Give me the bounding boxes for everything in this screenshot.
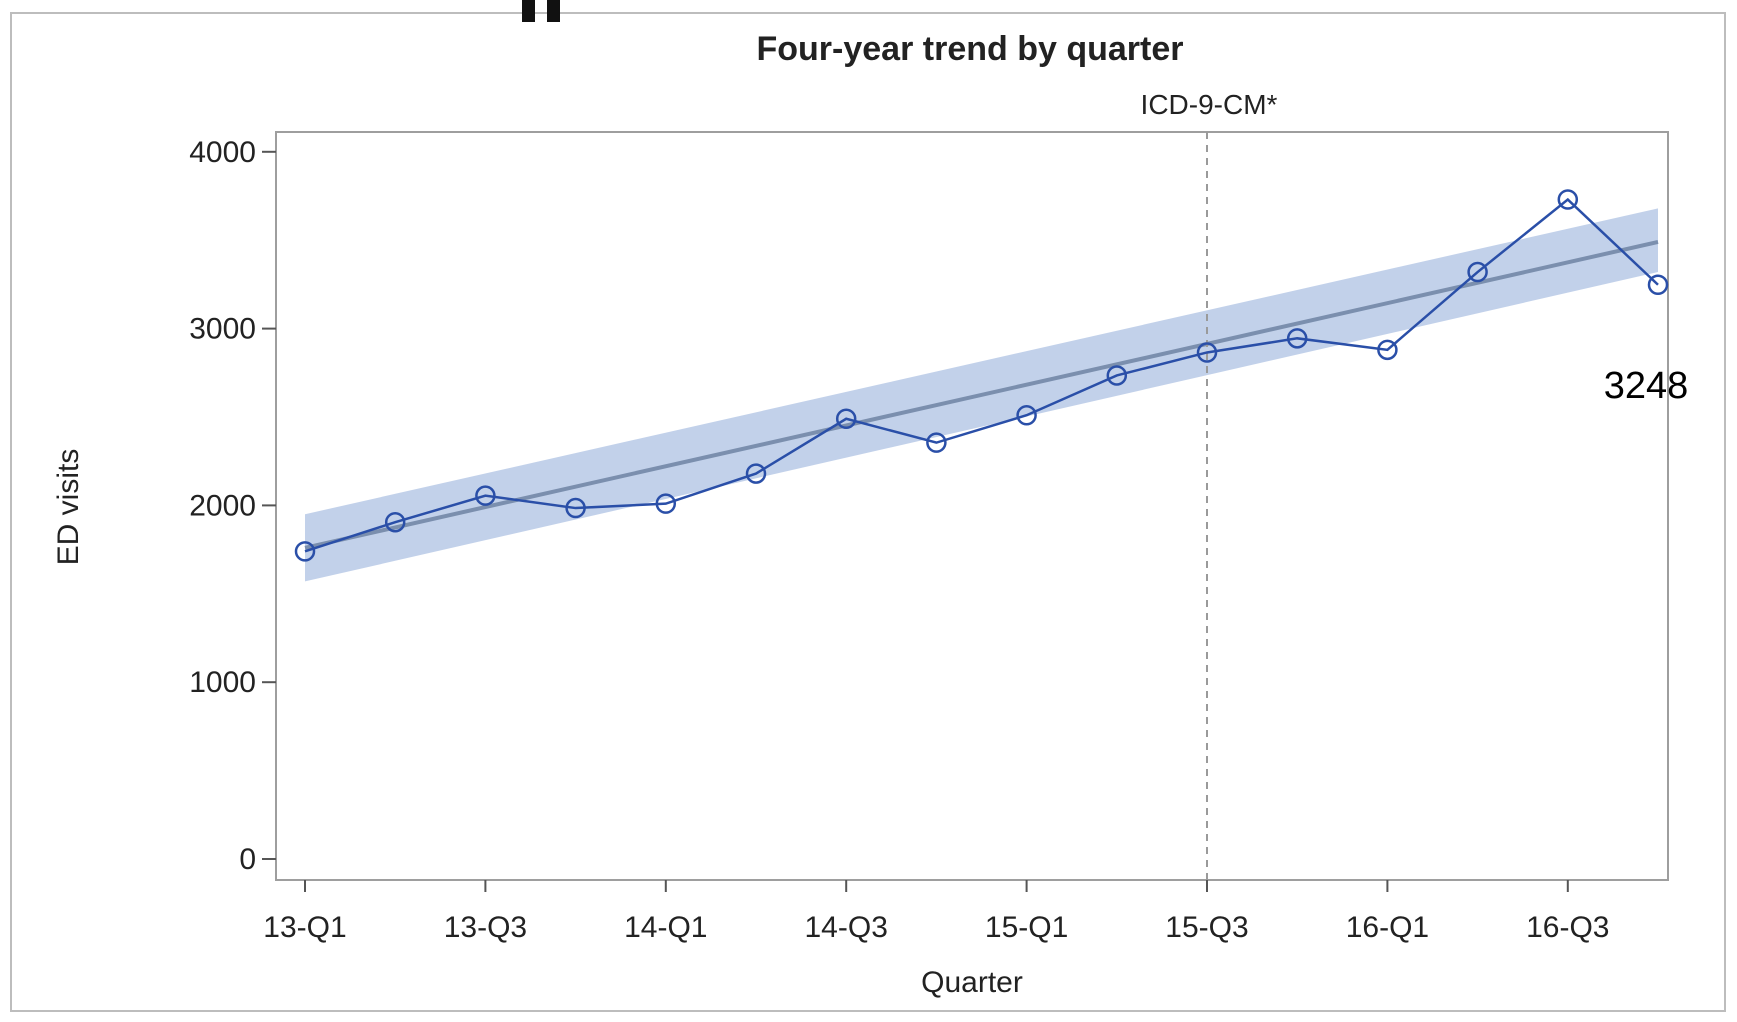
series-layer	[294, 189, 1669, 562]
x-axis-title: Quarter	[921, 966, 1023, 999]
data-label: 3248	[1604, 365, 1689, 407]
data-point-marker	[655, 493, 677, 514]
y-tick-label: 0	[239, 843, 256, 876]
data-point-marker	[294, 541, 316, 562]
data-point-marker	[1016, 404, 1037, 426]
data-point-marker	[1106, 365, 1128, 386]
data-point-marker	[1286, 328, 1308, 349]
x-tick-label: 15-Q1	[985, 911, 1068, 944]
trend-line	[304, 240, 1659, 550]
data-point-marker	[384, 511, 406, 533]
data-point-marker	[1647, 274, 1669, 296]
x-tick-label: 15-Q3	[1165, 911, 1248, 944]
data-point-marker	[1196, 342, 1218, 363]
plot-area	[275, 131, 1669, 881]
x-tick-label: 13-Q1	[263, 911, 346, 944]
y-axis-title: ED visits	[52, 449, 85, 566]
series-line	[304, 197, 1659, 553]
trend-layer	[304, 240, 1659, 550]
y-tick-label: 3000	[189, 313, 256, 346]
x-tick-label: 16-Q3	[1526, 911, 1609, 944]
reference-line-layer: ICD-9-CM*	[1141, 89, 1278, 880]
annotation-layer: 3248	[1604, 365, 1689, 407]
data-point-marker	[926, 432, 947, 453]
data-point-marker	[1467, 261, 1488, 283]
data-point-marker	[1557, 189, 1579, 210]
y-tick-label: 1000	[189, 666, 256, 699]
reference-line-label: ICD-9-CM*	[1141, 89, 1278, 120]
data-point-marker	[835, 408, 857, 430]
data-point-marker	[1377, 339, 1398, 361]
x-tick-label: 13-Q3	[444, 911, 527, 944]
x-tick-label: 14-Q3	[805, 911, 888, 944]
data-point-marker	[745, 463, 767, 484]
chart-title: Four-year trend by quarter	[757, 30, 1184, 68]
axes-layer: 0 1000 2000 3000 4000 13-Q1 13-Q3 14-Q1 14-Q3 15-…	[189, 136, 1609, 944]
cropped-header-mark	[512, 0, 582, 22]
x-tick-label: 14-Q1	[624, 911, 707, 944]
x-tick-label: 16-Q1	[1346, 911, 1429, 944]
data-point-marker	[475, 485, 496, 506]
data-point-marker	[565, 497, 586, 519]
y-tick-label: 4000	[189, 136, 256, 169]
y-tick-label: 2000	[189, 489, 256, 522]
